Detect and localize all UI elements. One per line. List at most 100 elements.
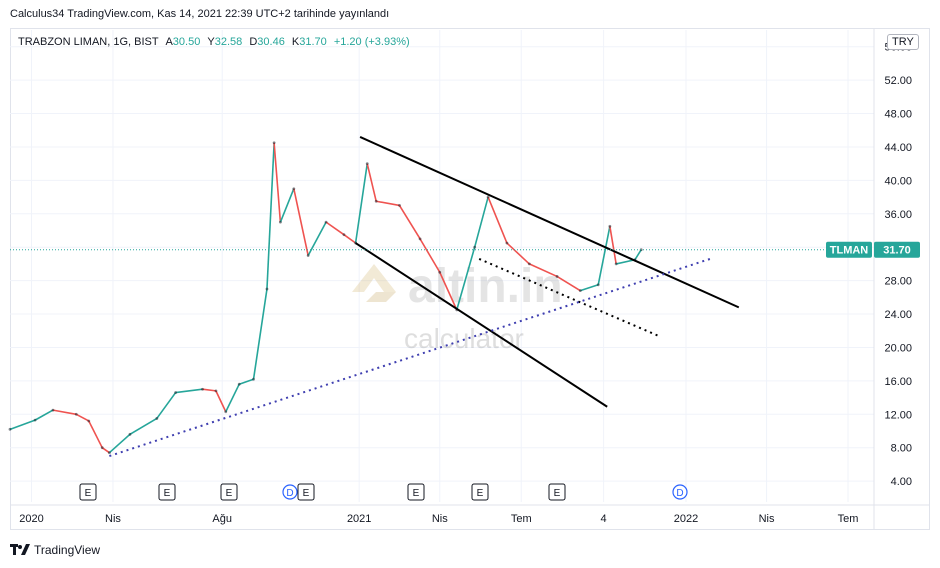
earnings-marker [407,483,425,501]
earnings-marker-label: E [85,488,92,499]
price-segment [101,447,110,454]
price-point [224,410,228,414]
y-tick-label: 28.00 [884,276,912,288]
price-segment [439,271,458,311]
price-segment [609,226,617,265]
price-segment [376,200,400,207]
currency-button[interactable]: TRY [887,34,919,50]
x-tick-label: Tem [511,513,532,525]
price-segment [473,196,489,248]
price-point [608,224,612,228]
price-segment [225,383,240,413]
price-segment [175,388,203,394]
earnings-marker [79,483,97,501]
earnings-marker-label: E [477,488,484,499]
legend-close: 31.70 [299,36,327,48]
x-tick-label: Nis [105,513,121,525]
dividend-marker [672,484,688,500]
earnings-marker [297,483,315,501]
y-tick-label: 8.00 [891,443,912,455]
price-segment [419,238,441,273]
price-point [555,275,559,278]
x-tick-label: Ağu [212,513,232,525]
price-segment [273,142,282,223]
legend-close-label: K [291,36,300,48]
x-tick-label: Nis [432,513,448,525]
x-tick-label: 2022 [674,513,698,525]
price-segment [52,409,77,416]
x-tick-label: Nis [759,513,775,525]
price-segment [9,419,36,431]
price-segment [354,163,369,244]
price-point [265,287,269,291]
price-segment [129,417,158,436]
price-point [272,141,276,145]
watermark-logo-icon [352,264,396,302]
price-point [201,387,204,391]
price-point [614,262,618,266]
legend-open: 30.50 [172,36,201,48]
price-point [505,241,509,245]
price-point [596,283,600,287]
price-segment [325,221,345,236]
price-segment [580,284,599,292]
price-point [418,237,422,241]
price-point [100,446,104,450]
price-segment [75,413,90,422]
footer[interactable]: TradingView [10,543,100,557]
price-segment [238,378,254,385]
watermark-brand: altin.in [408,260,563,313]
price-segment [279,188,295,223]
price-point [527,262,531,266]
price-point [214,389,218,393]
dividend-marker [282,484,298,500]
price-point [87,419,91,423]
price-point [292,187,296,191]
price-point [128,432,132,436]
x-tick-label: 2020 [19,513,43,525]
price-segment [506,242,530,265]
tradingview-logo-icon [10,544,30,555]
price-segment [108,433,131,454]
legend-low-label: D [249,36,258,48]
price-point [74,412,78,416]
price-point [33,418,37,422]
watermark: altin.in calculator [352,260,563,354]
y-tick-label: 12.00 [884,409,912,421]
price-segment [366,163,377,202]
price-segment [215,390,227,413]
dividend-marker-label: D [676,488,683,499]
legend-high-label: Y [207,36,215,48]
price-point [8,427,12,431]
trendline-inner-support [478,257,659,337]
symbol-legend: TRABZON LIMAN, 1G, BIST A30.50 Y32.58 D3… [18,36,410,48]
price-point [486,195,490,199]
trendline-lower-channel [355,242,608,408]
price-series [8,141,643,455]
price-segment [343,234,357,244]
y-tick-label: 20.00 [884,342,912,354]
y-tick-label: 40.00 [884,175,912,187]
price-point [639,248,643,252]
y-tick-label: 16.00 [884,376,912,388]
price-point [237,382,241,386]
price-point [324,220,328,224]
price-segment [615,258,636,265]
y-tick-label: 36.00 [884,209,912,221]
chart-panel[interactable] [10,28,930,530]
price-segment [398,205,421,240]
legend-change: +1.20 (+3.93%) [333,36,410,48]
earnings-marker-label: E [164,488,171,499]
price-segment [307,221,327,256]
price-point [438,270,442,274]
price-point [473,245,477,249]
publisher-header: Calculus34 TradingView.com, Kas 14, 2021… [10,8,390,20]
earnings-marker [548,483,566,501]
price-point [174,391,178,394]
watermark-sub: calculator [404,323,524,354]
x-tick-label: 4 [601,513,607,525]
price-point [306,254,310,257]
price-segment [634,249,642,261]
